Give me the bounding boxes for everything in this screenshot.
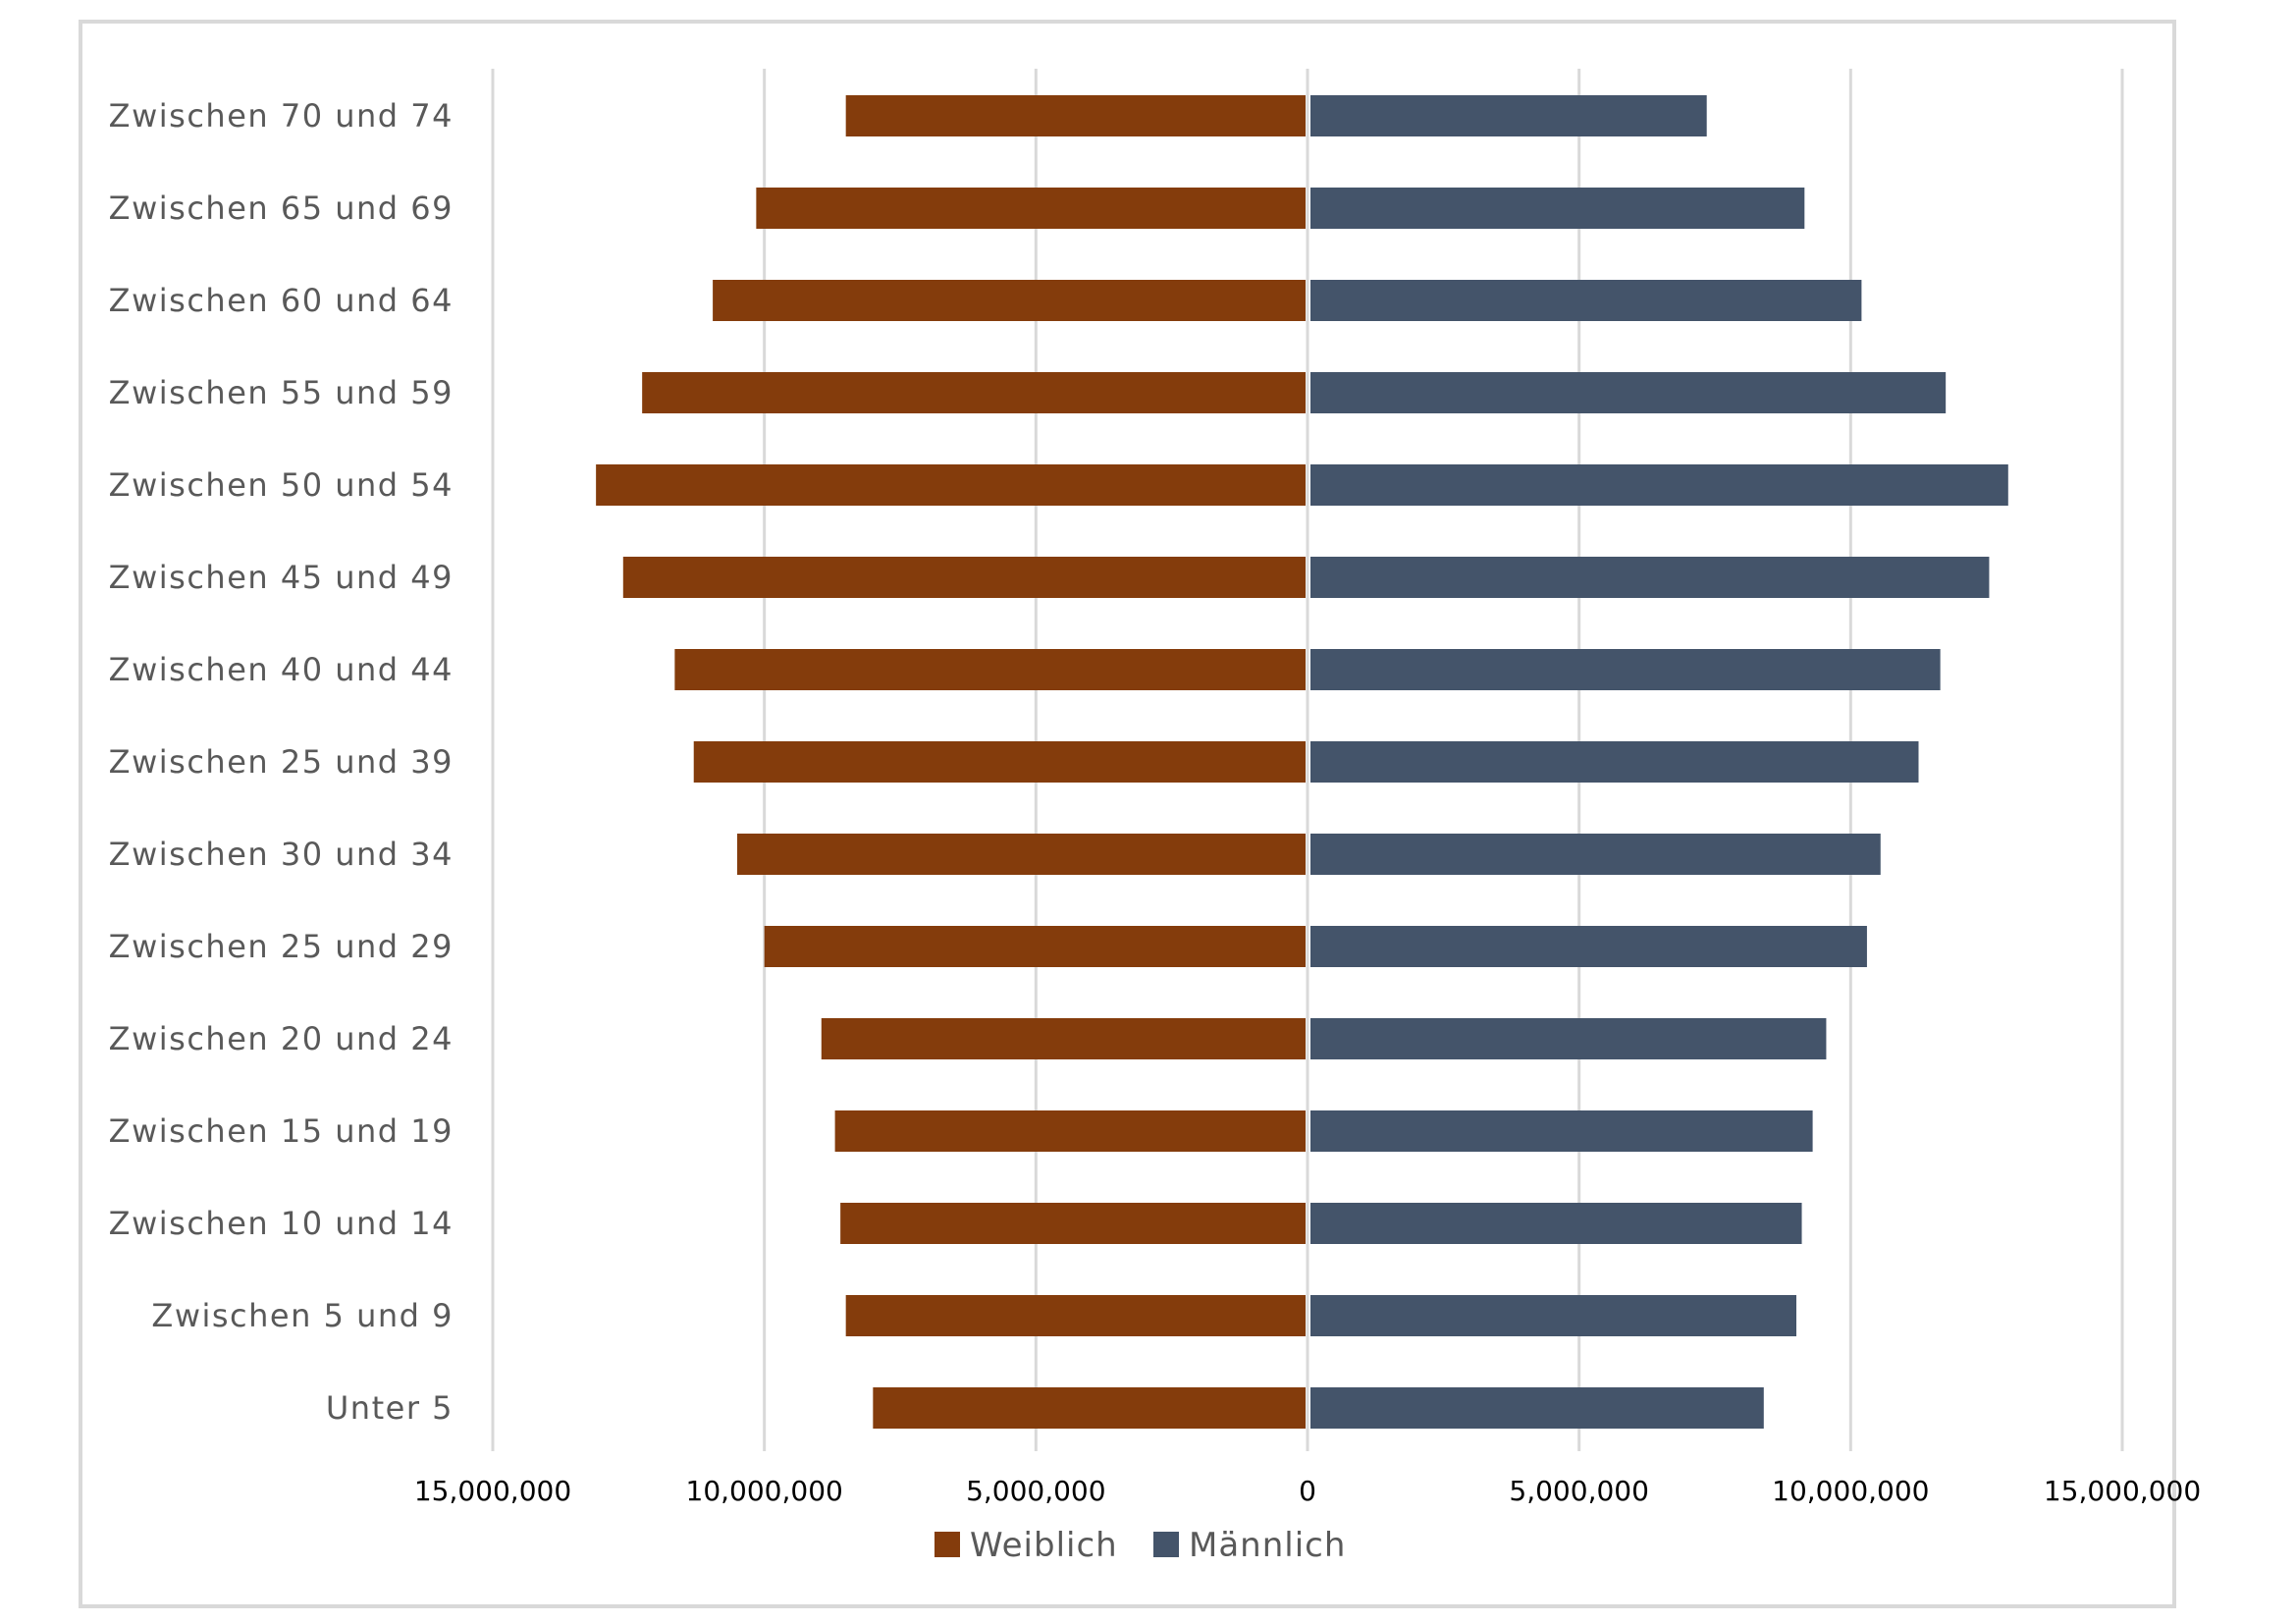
legend-label-m-nnlich: Männlich [1189,1526,1346,1565]
legend-swatch-m-nnlich [1153,1532,1179,1557]
bar-m-nnlich-unter-5 [1310,1387,1764,1429]
category-label: Zwischen 70 und 74 [109,97,454,135]
category-label: Zwischen 30 und 34 [109,836,454,873]
bar-m-nnlich-zwischen-15-und-19 [1310,1110,1813,1152]
category-label: Unter 5 [326,1389,454,1427]
category-label: Zwischen 5 und 9 [151,1297,454,1334]
x-tick-label: 15,000,000 [2044,1475,2201,1507]
bar-m-nnlich-zwischen-25-und-29 [1310,926,1867,967]
category-label: Zwischen 40 und 44 [109,651,454,688]
category-label: Zwischen 25 und 39 [109,743,454,781]
category-label: Zwischen 45 und 49 [109,559,454,596]
bar-m-nnlich-zwischen-60-und-64 [1310,280,1862,321]
x-tick-labels: 15,000,000 10,000,000 5,000,000 0 5,000,000 1… [414,1475,2201,1507]
bar-m-nnlich-zwischen-50-und-54 [1310,464,2008,506]
category-label: Zwischen 65 und 69 [109,189,454,227]
bar-weiblich-zwischen-25-und-39 [693,741,1306,783]
legend-label-weiblich: Weiblich [970,1526,1118,1565]
bar-m-nnlich-zwischen-30-und-34 [1310,834,1881,875]
bar-weiblich-zwischen-60-und-64 [713,280,1306,321]
bar-m-nnlich-zwischen-45-und-49 [1310,557,1990,598]
bar-m-nnlich-zwischen-70-und-74 [1310,95,1707,136]
bar-weiblich-zwischen-50-und-54 [596,464,1306,506]
bar-weiblich-unter-5 [873,1387,1306,1429]
bar-m-nnlich-zwischen-65-und-69 [1310,188,1805,229]
category-label: Zwischen 20 und 24 [109,1020,454,1057]
bar-weiblich-zwischen-10-und-14 [840,1203,1306,1244]
bar-m-nnlich-zwischen-40-und-44 [1310,649,1941,690]
category-label: Zwischen 50 und 54 [109,466,454,504]
x-tick-label: 0 [1299,1475,1316,1507]
x-tick-label: 5,000,000 [1509,1475,1649,1507]
bar-m-nnlich-zwischen-25-und-39 [1310,741,1919,783]
category-label: Zwischen 25 und 29 [109,928,454,965]
bars [596,95,2008,1429]
bar-m-nnlich-zwischen-10-und-14 [1310,1203,1802,1244]
bar-m-nnlich-zwischen-5-und-9 [1310,1295,1796,1336]
bar-weiblich-zwischen-15-und-19 [834,1110,1306,1152]
bar-weiblich-zwischen-70-und-74 [845,95,1306,136]
category-label: Zwischen 15 und 19 [109,1112,454,1150]
bar-weiblich-zwischen-25-und-29 [764,926,1306,967]
bar-weiblich-zwischen-5-und-9 [845,1295,1306,1336]
legend: Weiblich Männlich [934,1526,1346,1565]
bar-weiblich-zwischen-40-und-44 [674,649,1306,690]
x-tick-label: 5,000,000 [966,1475,1106,1507]
bar-weiblich-zwischen-65-und-69 [756,188,1306,229]
category-labels: Zwischen 70 und 74 Zwischen 65 und 69 Zwis… [109,97,454,1427]
bar-weiblich-zwischen-20-und-24 [821,1018,1306,1059]
category-label: Zwischen 60 und 64 [109,282,454,319]
bar-weiblich-zwischen-55-und-59 [642,372,1306,413]
category-label: Zwischen 55 und 59 [109,374,454,411]
bar-m-nnlich-zwischen-20-und-24 [1310,1018,1827,1059]
bar-weiblich-zwischen-30-und-34 [737,834,1306,875]
category-label: Zwischen 10 und 14 [109,1205,454,1242]
bar-m-nnlich-zwischen-55-und-59 [1310,372,1947,413]
x-tick-label: 10,000,000 [1772,1475,1929,1507]
legend-swatch-weiblich [934,1532,960,1557]
bar-weiblich-zwischen-45-und-49 [622,557,1306,598]
x-tick-label: 10,000,000 [686,1475,843,1507]
x-tick-label: 15,000,000 [414,1475,571,1507]
